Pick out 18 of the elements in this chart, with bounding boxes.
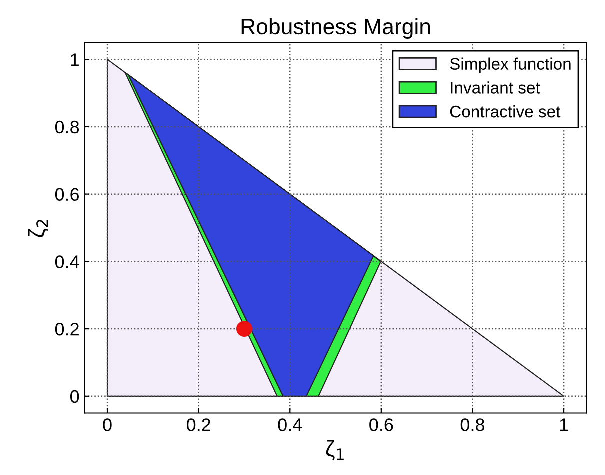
y-tick-label: 0.4 [55, 256, 80, 268]
x-tick-label: 0.6 [370, 418, 394, 432]
y-tick-label: 0.8 [55, 120, 80, 134]
y-tick-label: 0.2 [55, 322, 79, 336]
legend-label: Simplex function [450, 58, 571, 74]
y-tick-label: 1 [71, 54, 79, 66]
x-tick-label: 0.8 [460, 418, 484, 432]
legend-label: Contractive set [450, 105, 561, 118]
x-tick-label: 0.2 [186, 418, 210, 432]
x-tick-label: 0.4 [278, 418, 302, 432]
x-tick-label: 0 [103, 418, 112, 432]
y-axis-title: ζ$_{2}$ [28, 220, 48, 238]
x-tick-label: 1 [560, 418, 568, 432]
y-tick-label: 0.6 [55, 188, 80, 202]
y-tick-label: 0 [70, 390, 80, 404]
legend-label: Invariant set [451, 82, 540, 94]
chart-title: Robustness Margin [242, 18, 430, 40]
x-axis-title: ζ$_{1}$ [326, 440, 344, 460]
